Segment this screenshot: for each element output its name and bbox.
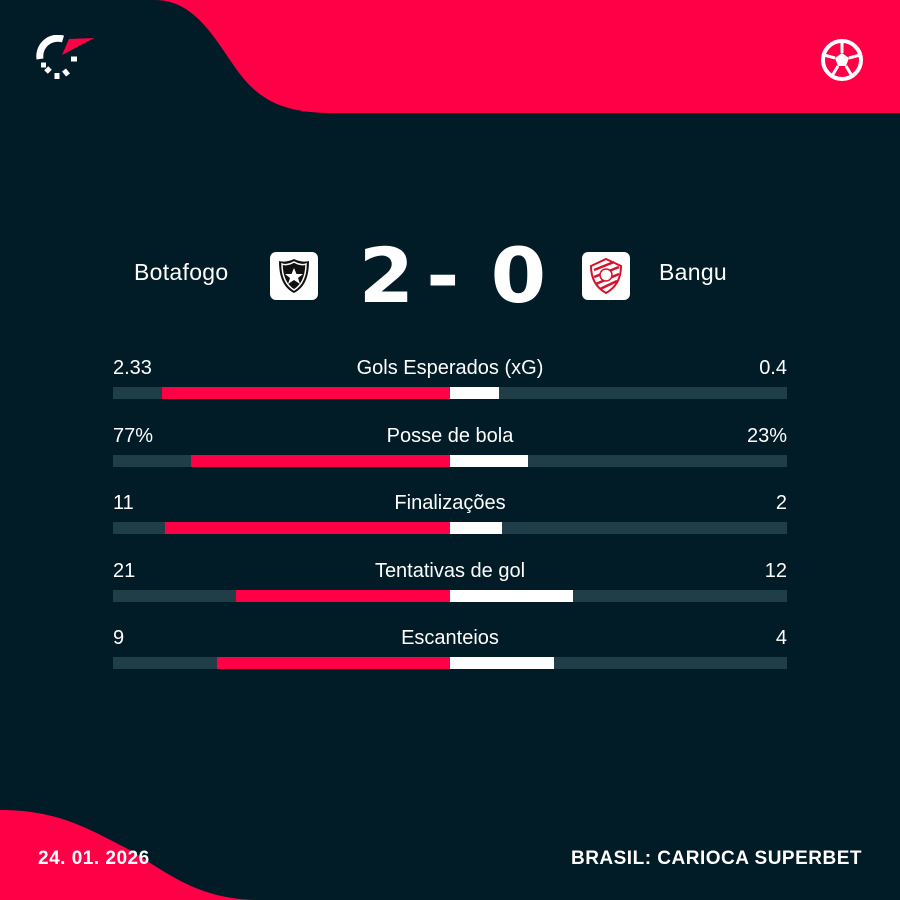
stat-away-value: 2 [775, 492, 787, 514]
stat-home-bar [162, 387, 450, 399]
match-date: 24. 01. 2026 [38, 848, 150, 869]
stat-away-bar [450, 589, 573, 602]
stat-bar-track [113, 454, 787, 467]
top-red-shape [155, 0, 900, 113]
stat-label: Gols Esperados (xG) [356, 357, 544, 379]
stat-bar-track [113, 657, 787, 669]
stat-label: Finalizações [394, 492, 506, 514]
stat-away-bar [450, 454, 528, 467]
stat-row: 9 Escanteios 4 [113, 627, 787, 677]
stat-home-bar [190, 454, 450, 467]
stat-label: Tentativas de gol [374, 559, 526, 582]
stat-home-value: 77% [113, 424, 154, 447]
stat-away-value: 0.4 [759, 357, 787, 379]
stat-home-bar [235, 589, 450, 602]
flashscore-logo-icon[interactable] [36, 35, 98, 81]
stat-bar-track [113, 387, 787, 399]
stat-home-bar [216, 657, 450, 669]
bottom-red-shape [0, 810, 260, 900]
soccer-ball-icon [821, 39, 863, 81]
stat-away-bar [450, 522, 502, 534]
stat-away-value: 12 [764, 559, 787, 582]
away-team-name: Bangu [659, 259, 728, 285]
stat-away-value: 4 [775, 627, 787, 649]
stat-away-value: 23% [746, 424, 787, 447]
stat-label: Escanteios [401, 627, 499, 649]
stat-away-bar [450, 387, 500, 399]
competition-name: BRASIL: CARIOCA SUPERBET [570, 848, 862, 869]
stat-home-bar [164, 522, 450, 534]
stat-home-value: 21 [113, 559, 136, 582]
score-separator: - [426, 231, 460, 320]
stat-bar-track [113, 589, 787, 602]
stat-home-value: 11 [113, 492, 134, 514]
home-team-name: Botafogo [134, 259, 229, 285]
stat-label: Posse de bola [386, 424, 514, 447]
away-score: 0 [490, 231, 547, 320]
stat-row: 21 Tentativas de gol 12 [113, 560, 787, 610]
stat-home-value: 9 [113, 627, 125, 649]
bangu-crest-icon [582, 252, 630, 300]
home-score: 2 [358, 231, 415, 320]
stat-home-value: 2.33 [113, 357, 152, 379]
stat-row: 77% Posse de bola 23% [113, 425, 787, 475]
botafogo-crest-icon [270, 252, 318, 300]
stat-away-bar [450, 657, 554, 669]
stat-row: 11 Finalizações 2 [113, 492, 787, 542]
stat-bar-track [113, 522, 787, 534]
stat-row: 2.33 Gols Esperados (xG) 0.4 [113, 357, 787, 407]
